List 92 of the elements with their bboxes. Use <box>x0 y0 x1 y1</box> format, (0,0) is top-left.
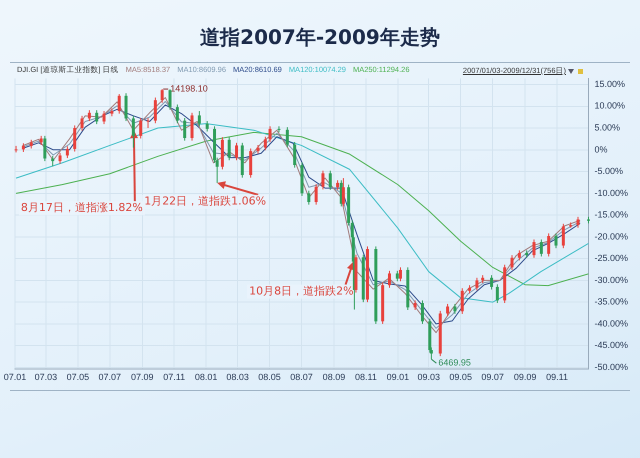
candlestick <box>420 300 424 324</box>
candlestick <box>139 118 142 139</box>
candlestick <box>518 250 521 261</box>
candlestick <box>249 148 252 178</box>
candlestick <box>176 104 179 124</box>
candlestick <box>235 142 238 161</box>
candlestick <box>475 277 478 291</box>
candlestick <box>446 303 450 317</box>
annotation: 10月8日，道指跌2% <box>249 284 354 298</box>
candlestick <box>51 155 54 167</box>
y-tick-label: 15.00% <box>594 78 626 89</box>
x-tick-label: 07.03 <box>34 372 58 382</box>
candlestick <box>554 232 558 249</box>
annotation: 1月22日，道指跌1.06% <box>144 194 266 208</box>
x-tick-label: 07.01 <box>4 372 26 382</box>
candlestick <box>336 180 340 190</box>
candlestick <box>228 136 231 161</box>
candlestick <box>490 274 494 290</box>
candlestick <box>58 152 62 164</box>
candlestick <box>118 94 121 114</box>
candlestick <box>453 303 456 314</box>
y-tick-label: -45.00% <box>594 340 628 350</box>
x-tick-label: 09.11 <box>546 372 568 382</box>
x-tick-label: 09.07 <box>481 372 504 382</box>
candlestick <box>496 284 499 304</box>
candlestick <box>307 190 310 206</box>
candlestick <box>198 110 201 127</box>
y-tick-label: -20.00% <box>594 231 628 242</box>
x-tick-label: 07.11 <box>163 372 186 382</box>
candlestick <box>190 112 194 142</box>
candlestick <box>388 270 391 288</box>
y-tick-label: -30.00% <box>594 274 628 285</box>
candlestick <box>342 178 345 207</box>
candlestick <box>510 254 514 270</box>
candlestick <box>414 300 417 310</box>
candlestick <box>314 184 318 206</box>
x-tick-label: 08.05 <box>258 372 281 382</box>
candlestick <box>562 223 565 249</box>
candlestick <box>398 266 402 282</box>
candlestick <box>154 97 157 124</box>
candlestick <box>88 110 91 122</box>
candlestick <box>146 118 150 129</box>
candlestick <box>547 232 550 257</box>
x-tick-label: 09.03 <box>417 372 440 382</box>
x-tick-label: 08.11 <box>354 372 377 382</box>
candlestick <box>183 118 186 142</box>
y-tick-label: -15.00% <box>594 210 628 220</box>
candlestick <box>576 216 580 228</box>
candlestick <box>95 110 98 125</box>
candlestick <box>40 135 43 146</box>
y-tick-label: 10.00% <box>594 100 626 111</box>
candlestick <box>102 110 106 125</box>
candlestick <box>206 120 209 132</box>
annotation: 14198.10 <box>170 84 208 94</box>
candlestick <box>168 88 172 110</box>
annotation: 8月17日，道指涨1.82% <box>20 201 143 214</box>
candlestick <box>321 170 324 190</box>
y-tick-label: -10.00% <box>594 188 628 198</box>
x-tick-label: 08.01 <box>194 372 218 382</box>
x-tick-label: 09.05 <box>449 372 472 382</box>
candlestick <box>80 115 84 132</box>
candlestick <box>532 238 536 258</box>
x-tick-label: 07.05 <box>66 372 90 382</box>
candlestick <box>124 92 128 122</box>
x-tick-label: 07.07 <box>98 372 122 382</box>
y-tick-label: -40.00% <box>594 318 628 328</box>
candlestick <box>160 88 164 104</box>
x-tick-label: 08.09 <box>322 372 346 382</box>
candlestick <box>264 136 267 151</box>
y-tick-label: -35.00% <box>594 296 628 307</box>
candlestick <box>286 126 289 148</box>
y-tick-label: 0% <box>594 144 608 154</box>
chart-title: 道指2007年-2009年走势 <box>199 24 441 51</box>
candlestick <box>460 288 464 314</box>
y-tick-label: 5.00% <box>594 122 620 133</box>
candlestick <box>328 170 332 190</box>
y-tick-label: -5.00% <box>594 166 624 176</box>
x-tick-label: 07.09 <box>131 372 154 382</box>
candlestick <box>43 135 46 162</box>
candlestick <box>396 270 399 282</box>
x-tick-label: 09.09 <box>514 372 536 382</box>
candlestick <box>293 141 296 168</box>
candlestick <box>73 124 76 152</box>
x-tick-label: 08.07 <box>290 372 313 382</box>
annotation: 6469.95 <box>438 358 471 368</box>
x-tick-label: 08.03 <box>226 372 249 382</box>
y-tick-label: -25.00% <box>594 253 628 264</box>
y-tick-label: -50.00% <box>594 362 628 372</box>
x-tick-label: 09.01 <box>386 372 410 382</box>
candlestick <box>268 126 272 142</box>
candlestick <box>540 238 543 257</box>
candlestick <box>66 146 69 159</box>
